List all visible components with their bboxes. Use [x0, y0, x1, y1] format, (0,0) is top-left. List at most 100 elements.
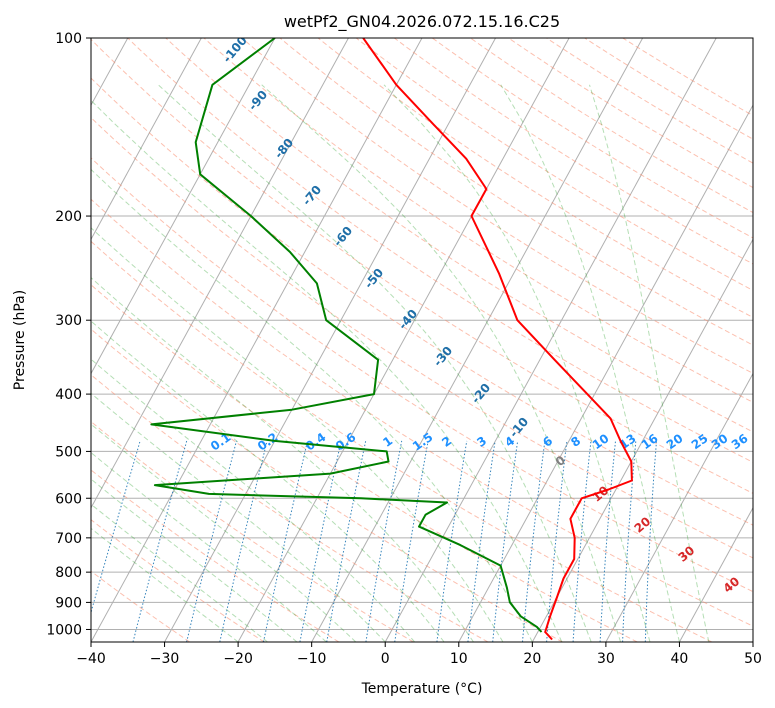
isotherm-line	[237, 38, 570, 642]
mixing-ratio-line	[467, 440, 496, 642]
moist-adiabat-line	[91, 99, 563, 642]
moist-adiabat-line	[91, 503, 268, 642]
moist-adiabat-line	[91, 227, 504, 642]
x-axis-label: Temperature (°C)	[361, 681, 483, 697]
y-axis-label: Pressure (hPa)	[12, 290, 28, 390]
dewpoint-profile	[150, 38, 543, 633]
isotherm-line	[531, 238, 753, 642]
isotherm-line	[91, 38, 276, 375]
dry-adiabat-label: -30	[431, 344, 456, 370]
y-axis: 100 200 300 400 500 600 700 800 900 1000	[46, 31, 91, 638]
moist-adiabat-line	[91, 168, 533, 642]
x-tick-label: −20	[223, 651, 253, 667]
moist-adiabat-line	[91, 276, 474, 642]
dry-adiabat-line	[91, 240, 713, 642]
dry-adiabat-line	[91, 570, 190, 642]
dry-adiabat-line	[127, 38, 753, 463]
dry-adiabat-line	[241, 38, 753, 374]
dry-adiabat-line	[91, 519, 265, 642]
moist-adiabat-line	[383, 84, 651, 642]
y-tick-label: 500	[55, 444, 82, 460]
isotherm-line	[679, 506, 753, 642]
y-tick-label: 600	[55, 491, 82, 507]
dry-adiabat-line	[432, 38, 753, 239]
y-tick-label: 700	[55, 531, 82, 547]
y-tick-label: 100	[55, 31, 82, 47]
temperature-profile	[362, 38, 633, 641]
chart-title: wetPf2_GN04.2026.072.15.16.C25	[284, 12, 560, 32]
x-tick-label: 50	[744, 651, 762, 667]
x-tick-label: −10	[297, 651, 327, 667]
moist-adiabat-label: 30	[676, 543, 698, 564]
isotherm-line	[384, 38, 717, 642]
mixing-ratio-line	[622, 440, 637, 642]
line-labels: 0.1 0.2 0.4 0.6 1 1.5 2 3 4 6 8 10 13 16 20 253036-100-…	[208, 38, 751, 596]
dry-adiabat-line	[394, 38, 753, 265]
dry-adiabat-line	[91, 157, 753, 593]
mixing-ratio-line	[326, 440, 367, 642]
mixing-ratio-label: 25	[689, 431, 711, 452]
mixing-ratio-line	[91, 440, 141, 615]
moist-adiabat-line	[91, 358, 415, 642]
mixing-ratio-line	[263, 440, 308, 642]
dry-adiabat-label: -40	[396, 307, 421, 333]
mixing-ratio-label: 0.4	[303, 430, 328, 454]
y-tick-label: 400	[55, 387, 82, 403]
mixing-ratio-label: 6	[540, 434, 555, 450]
background-lines	[91, 38, 753, 642]
mixing-ratio-line	[299, 440, 342, 642]
dry-adiabat-line	[279, 38, 753, 346]
plot-frame	[90, 37, 754, 643]
mixing-ratio-line	[186, 440, 237, 642]
mixing-ratio-line	[599, 440, 616, 642]
mixing-ratio-label: 0.6	[333, 430, 358, 454]
dry-adiabat-label: -20	[469, 381, 494, 407]
isotherm-line	[605, 372, 753, 642]
mixing-ratio-line	[572, 440, 592, 642]
moist-adiabat-line	[91, 320, 445, 642]
x-tick-label: −30	[150, 651, 180, 667]
moist-adiabat-line	[261, 84, 622, 642]
mixing-ratio-line	[644, 440, 657, 642]
isotherm-line	[91, 38, 349, 509]
isotherm-line	[752, 640, 753, 642]
dry-adiabat-label: -60	[331, 224, 356, 250]
x-tick-label: 40	[671, 651, 689, 667]
moist-adiabat-line	[500, 84, 680, 642]
dry-adiabat-line	[91, 374, 489, 642]
y-tick-label: 200	[55, 209, 82, 225]
y-tick-label: 800	[55, 565, 82, 581]
mixing-ratio-line	[546, 440, 568, 642]
x-tick-label: 20	[523, 651, 541, 667]
dry-adiabat-line	[546, 38, 753, 164]
dry-adiabat-line	[203, 38, 753, 403]
moist-adiabat-line	[91, 527, 239, 642]
dry-adiabat-line	[508, 38, 753, 189]
isotherm-line	[91, 38, 202, 241]
moist-adiabat-line	[91, 392, 386, 642]
moist-adiabat-line	[91, 478, 298, 642]
isotherm-line	[91, 38, 423, 642]
mixing-ratio-line	[394, 440, 429, 642]
mixing-ratio-label: 8	[568, 434, 583, 450]
mixing-ratio-line	[219, 440, 268, 642]
x-tick-label: −40	[76, 651, 106, 667]
x-tick-label: 10	[450, 651, 468, 667]
isotherm-line	[164, 38, 496, 642]
y-tick-label: 300	[55, 313, 82, 329]
moist-adiabat-line	[91, 423, 357, 642]
x-axis: −40 −30 −20 −10 0 10 20 30 40 50	[76, 642, 762, 667]
mixing-ratio-label: 2	[439, 434, 454, 450]
isotherm-line	[311, 38, 644, 642]
x-tick-label: 30	[597, 651, 615, 667]
isotherm-line	[458, 104, 753, 642]
dry-adiabat-line	[91, 328, 563, 642]
dry-adiabat-line	[622, 38, 753, 117]
mixing-ratio-label: 1	[380, 434, 395, 450]
moist-adiabat-line	[157, 84, 592, 642]
dry-adiabat-line	[91, 116, 753, 559]
mixing-ratio-label: 1.5	[410, 430, 435, 454]
mixing-ratio-label: 36	[729, 431, 751, 452]
mixing-ratio-line	[436, 440, 468, 642]
